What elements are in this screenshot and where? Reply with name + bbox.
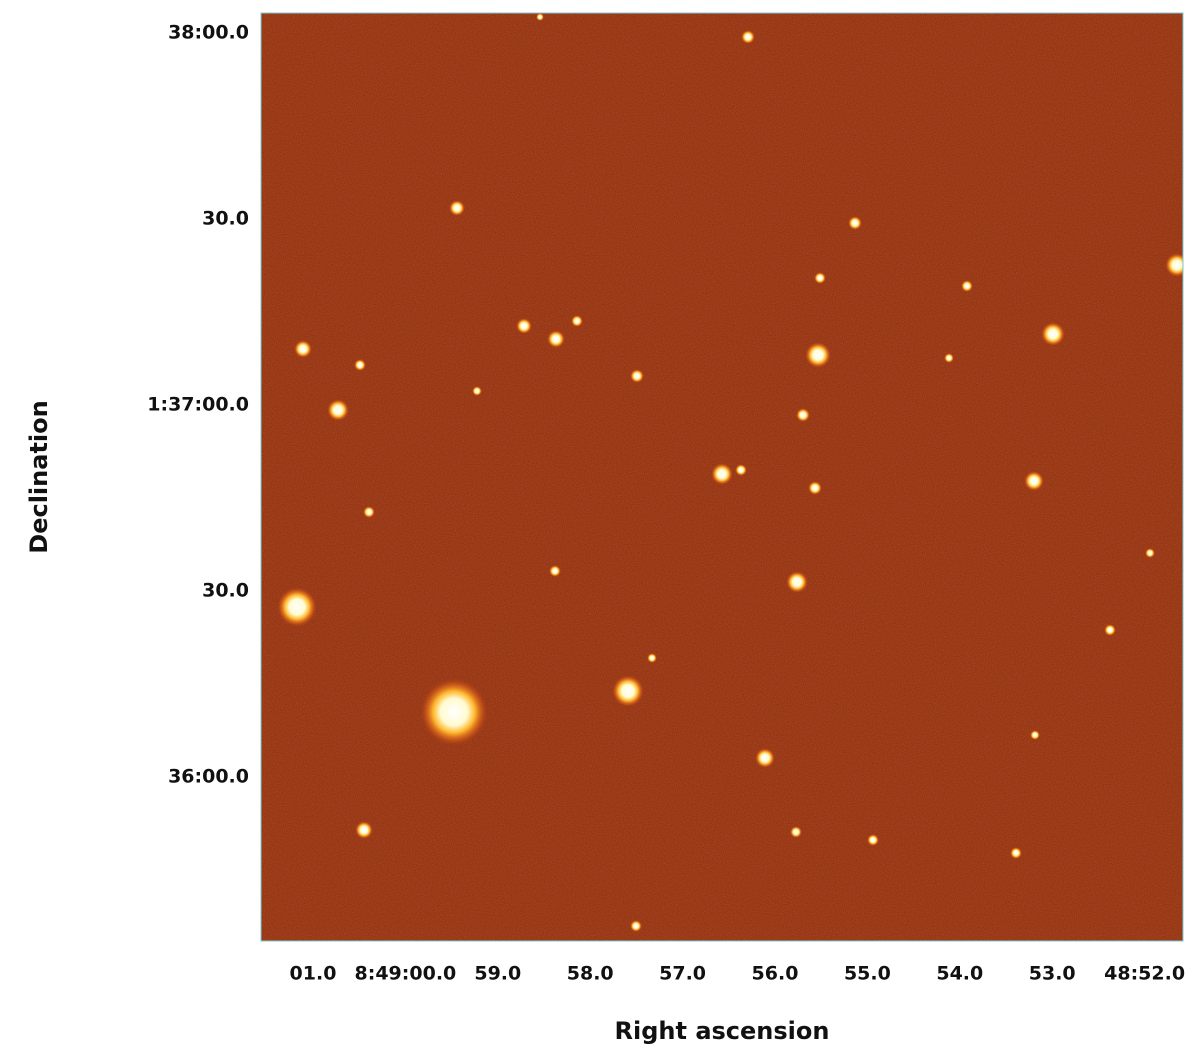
star [647,653,657,663]
star [1165,253,1183,277]
star [277,587,317,627]
x-tick-label: 59.0 [474,963,521,985]
star [354,359,366,371]
star [944,353,954,363]
x-tick-label: 01.0 [290,963,337,985]
star [814,272,826,284]
star [867,834,879,846]
x-tick-label: 57.0 [659,963,706,985]
star [516,318,532,334]
star [420,678,488,746]
x-tick-label: 56.0 [752,963,799,985]
x-tick-label: 53.0 [1029,963,1076,985]
star [449,200,465,216]
star [294,340,312,358]
sky-image [261,13,1183,941]
y-axis-title: Declination [25,400,53,553]
star [1024,471,1044,491]
y-tick-label: 36:00.0 [168,766,249,788]
star [547,330,565,348]
y-tick-label: 30.0 [202,208,249,230]
star [1010,847,1022,859]
star [711,463,733,485]
star [790,826,802,838]
star [961,280,973,292]
star [571,315,583,327]
star [355,821,373,839]
star [741,30,755,44]
image-frame [260,12,1184,942]
star [549,565,561,577]
x-axis-title: Right ascension [615,1017,830,1045]
y-tick-label: 30.0 [202,580,249,602]
star [1030,730,1040,740]
x-tick-label: 55.0 [844,963,891,985]
x-tick-label: 54.0 [936,963,983,985]
star [327,399,349,421]
star [808,481,822,495]
star [755,748,775,768]
star [630,920,642,932]
star [363,506,375,518]
star [796,408,810,422]
star [612,675,644,707]
star [786,571,808,593]
star [848,216,862,230]
star [735,464,747,476]
star [630,369,644,383]
star [1145,548,1155,558]
star [1041,322,1065,346]
star [1104,624,1116,636]
y-tick-label: 38:00.0 [168,22,249,44]
x-tick-label: 48:52.0 [1104,963,1185,985]
x-tick-label: 58.0 [567,963,614,985]
y-tick-label: 1:37:00.0 [147,394,249,416]
star [472,386,482,396]
star [536,13,544,21]
x-tick-label: 8:49:00.0 [355,963,457,985]
star [805,342,831,368]
